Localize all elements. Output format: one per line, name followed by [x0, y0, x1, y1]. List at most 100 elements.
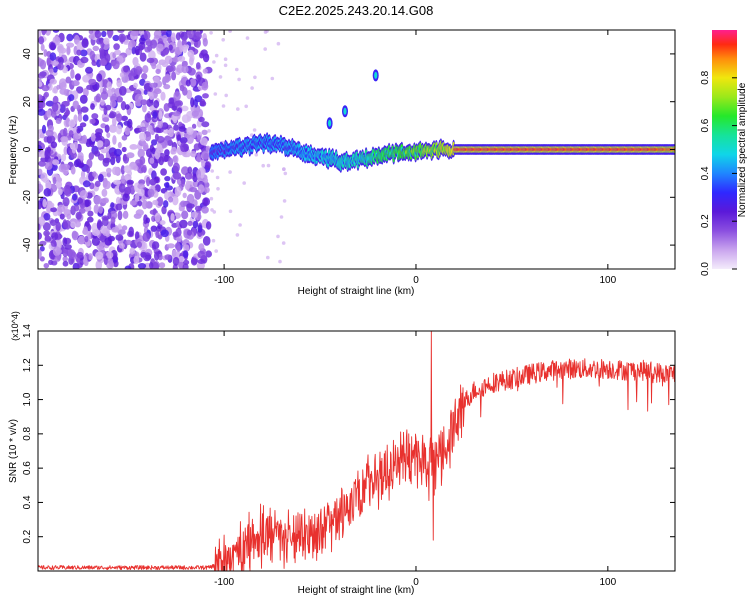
noise-speck [210, 208, 214, 212]
noise-blob [79, 190, 88, 199]
spur-core [374, 71, 378, 79]
noise-blob [182, 250, 189, 258]
noise-blob [124, 265, 132, 269]
noise-blob [57, 188, 63, 195]
noise-blob [92, 171, 97, 178]
noise-blob [117, 141, 122, 149]
noise-blob [72, 100, 80, 109]
noise-blob [77, 262, 83, 269]
noise-blob [187, 49, 195, 58]
noise-blob [153, 127, 162, 133]
noise-blob [38, 216, 46, 227]
noise-blob [130, 67, 138, 77]
noise-blob [99, 99, 105, 106]
noise-blob [142, 104, 147, 113]
noise-blob [116, 79, 122, 88]
noise-blob [71, 230, 78, 239]
snr-axes: -100 0 100 0.2 0.4 0.6 0.8 1.0 1.2 1.4 [22, 324, 675, 588]
noise-speck [216, 187, 220, 191]
noise-speck [221, 38, 225, 42]
noise-blob [112, 116, 117, 127]
noise-blob [46, 109, 52, 118]
noise-blob [60, 81, 67, 91]
noise-blob [80, 49, 88, 57]
noise-speck [270, 76, 275, 81]
noise-blob [49, 202, 55, 208]
noise-blob [129, 200, 137, 206]
noise-blob [80, 106, 89, 113]
noise-blob [109, 260, 114, 268]
y-tick-label: 0.2 [22, 529, 33, 543]
noise-blob [39, 240, 47, 246]
noise-blob [123, 65, 129, 73]
noise-blob [199, 98, 206, 106]
noise-blob [66, 213, 72, 220]
noise-blob [100, 225, 107, 234]
noise-blob [108, 124, 118, 133]
noise-blob [45, 129, 54, 137]
noise-blob [106, 132, 111, 139]
noise-blob [168, 196, 174, 203]
noise-blob [129, 185, 136, 195]
noise-blob [57, 62, 64, 71]
x-tick-label: 100 [600, 577, 617, 588]
noise-blob [160, 168, 168, 176]
noise-speck [279, 215, 284, 219]
noise-blob [121, 225, 128, 231]
noise-blob [93, 195, 102, 205]
noise-blob [38, 73, 46, 79]
noise-blob [112, 60, 120, 70]
noise-blob [101, 30, 107, 38]
noise-blob [64, 186, 72, 197]
noise-blob [120, 174, 126, 184]
noise-blob [80, 203, 85, 209]
noise-blob [197, 259, 206, 264]
noise-blob [102, 180, 111, 190]
noise-blob [50, 207, 57, 213]
noise-blob [117, 30, 125, 33]
noise-blob [122, 210, 129, 219]
noise-blob [196, 169, 202, 179]
noise-blob [115, 124, 123, 135]
spur-core [328, 119, 332, 127]
noise-blob [190, 150, 197, 158]
noise-blob [80, 56, 89, 64]
noise-blob [51, 102, 59, 112]
noise-blob [70, 166, 76, 175]
noise-speck [235, 67, 239, 72]
spur-core [343, 107, 347, 115]
snr-y-label: SNR (10 * v/v) [8, 419, 19, 483]
noise-blob [43, 263, 50, 269]
noise-blob [202, 93, 209, 99]
noise-blob [190, 97, 195, 108]
noise-blob [151, 241, 160, 250]
noise-blob [151, 139, 158, 146]
noise-blob [38, 108, 46, 116]
noise-speck [238, 223, 242, 227]
noise-blob [126, 179, 134, 185]
noise-blob [106, 81, 113, 90]
noise-blob [156, 43, 164, 52]
noise-blob [198, 243, 205, 251]
noise-speck [235, 233, 240, 237]
noise-blob [74, 221, 82, 228]
noise-speck [228, 30, 232, 33]
noise-blob [60, 136, 69, 143]
noise-blob [172, 256, 180, 266]
noise-blob [111, 226, 120, 233]
noise-blob [83, 199, 90, 208]
noise-blob [124, 186, 132, 195]
noise-blob [200, 49, 208, 57]
noise-speck [210, 169, 214, 173]
noise-blob [38, 232, 42, 240]
x-tick-label: 0 [413, 577, 419, 588]
noise-blob [182, 86, 188, 96]
noise-blob [176, 134, 181, 141]
noise-blob [90, 103, 95, 110]
noise-blob [118, 242, 125, 249]
noise-speck [281, 241, 286, 245]
noise-blob [172, 111, 181, 117]
noise-blob [127, 41, 133, 51]
noise-blob [172, 155, 179, 164]
